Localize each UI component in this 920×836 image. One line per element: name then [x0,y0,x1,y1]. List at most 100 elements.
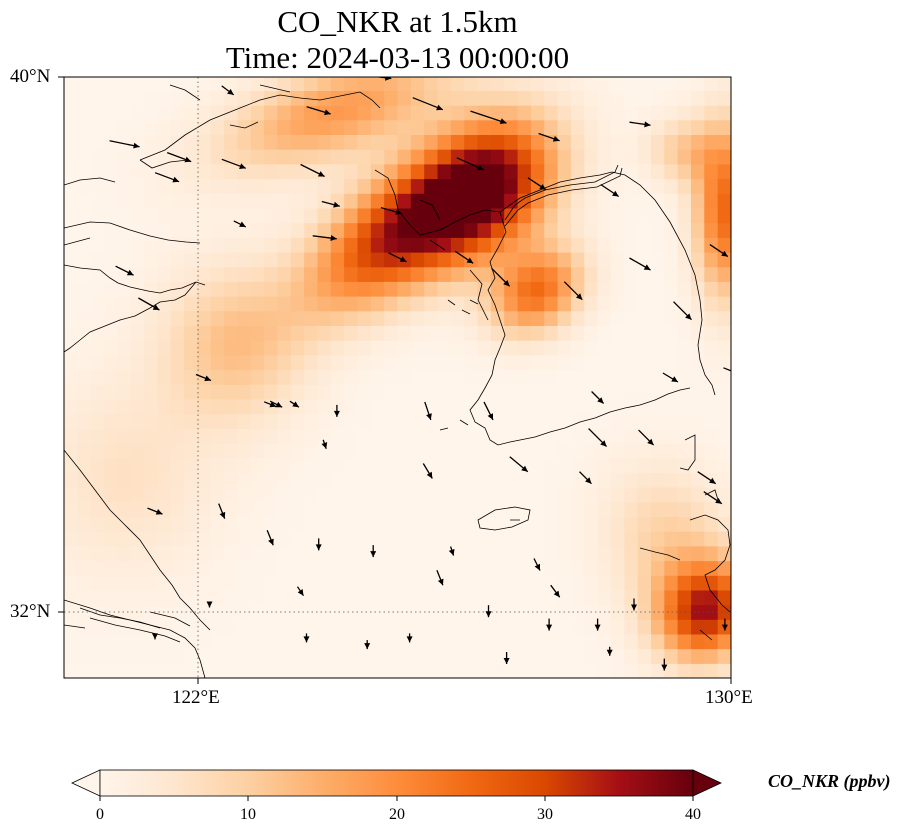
heatmap-cell [197,501,212,517]
heatmap-cell [731,399,745,414]
heatmap-cell [290,105,305,121]
heatmap-cell [530,648,545,664]
heatmap-cell [64,163,78,180]
heatmap-cell [717,325,731,341]
heatmap-cell [184,325,198,341]
heatmap-cell [250,222,265,238]
heatmap-cell [624,472,639,488]
heatmap-cell [584,296,599,312]
heatmap-cell [77,575,92,591]
heatmap-cell [610,237,625,253]
heatmap-cell [677,501,692,517]
heatmap-cell [597,119,612,135]
heatmap-cell [464,428,479,444]
heatmap-cell [450,119,465,135]
heatmap-cell [410,266,425,282]
wind-arrow [448,546,455,556]
heatmap-cell [450,149,465,165]
heatmap-cell [490,369,505,385]
heatmap-cell [250,369,265,385]
heatmap-cell [397,310,412,326]
heatmap-cell [170,77,185,91]
heatmap-cell [384,604,399,620]
heatmap-cell [250,193,265,209]
heatmap-cell [557,384,572,400]
heatmap-cell [410,663,425,678]
heatmap-cell [517,281,532,297]
heatmap-cell [664,472,679,488]
heatmap-cell [317,340,332,356]
heatmap-cell [157,560,172,576]
heatmap-cell [250,531,265,547]
heatmap-cell [197,296,212,312]
heatmap-cell [731,164,745,179]
heatmap-cell [424,193,439,209]
heatmap-cell [544,105,559,121]
heatmap-cell [117,310,132,326]
heatmap-cell [317,648,332,664]
heatmap-cell [197,472,212,488]
heatmap-cell [317,149,332,165]
heatmap-cell [464,619,479,635]
heatmap-cell [731,428,745,443]
heatmap-cell [290,281,305,297]
heatmap-cell [330,207,345,224]
heatmap-cell [130,134,145,150]
heatmap-cell [397,560,412,576]
heatmap-cell [277,545,292,562]
heatmap-cell [290,604,305,620]
heatmap-cell [384,281,399,297]
heatmap-cell [104,428,118,444]
heatmap-cell [410,545,425,562]
heatmap-cell [397,237,412,253]
heatmap-cell [64,296,78,312]
heatmap-cell [357,193,372,209]
heatmap-cell [557,90,572,106]
heatmap-cell [357,207,372,224]
heatmap-cell [637,119,652,135]
wind-arrow [721,618,728,631]
heatmap-cell [130,369,145,385]
yalu-river [504,164,619,221]
heatmap-cell [344,310,358,326]
heatmap-cell [477,193,492,209]
heatmap-cell [304,501,318,517]
heatmap-cell [424,296,439,312]
heatmap-cell [304,369,318,385]
heatmap-cell [277,398,292,415]
heatmap-cell [64,619,78,635]
heatmap-cell [450,531,465,547]
wind-arrow [312,235,337,241]
heatmap-cell [731,134,745,149]
heatmap-cell [704,149,719,165]
heatmap-cell [651,252,665,268]
wind-arrow [263,401,277,408]
heatmap-cell [117,105,132,121]
heatmap-cell [570,207,585,224]
heatmap-cell [450,457,465,473]
heatmap-cell [370,560,385,576]
heatmap-cell [691,663,705,678]
heatmap-cell [691,384,705,400]
heatmap-cell [410,325,425,341]
heatmap-cell [557,369,572,385]
heatmap-cell [64,545,78,562]
heatmap-cell [304,354,318,371]
heatmap-cell [117,354,132,371]
heatmap-cell [144,589,158,606]
heatmap-cell [544,575,559,591]
heatmap-cell [357,413,372,429]
heatmap-cell [384,369,399,385]
heatmap-cell [330,281,345,297]
heatmap-cell [717,545,731,562]
heatmap-cell [170,252,185,268]
heatmap-cell [464,222,479,238]
heatmap-cell [304,413,318,429]
heatmap-cell [437,619,452,635]
heatmap-cell [584,340,599,356]
heatmap-cell [410,90,425,106]
heatmap-cell [64,354,78,371]
heatmap-cell [437,237,452,253]
heatmap-cell [437,354,452,371]
heatmap-cell [184,310,198,326]
